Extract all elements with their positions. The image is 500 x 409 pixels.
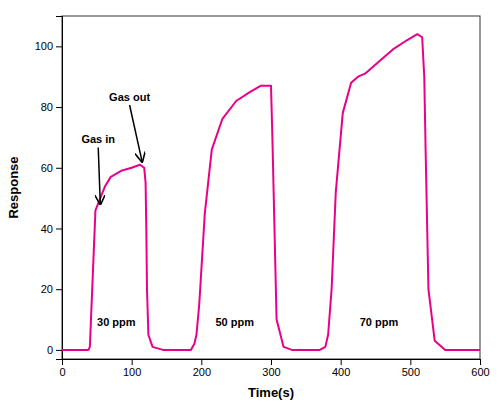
- y-tick-mark: [56, 46, 62, 47]
- y-tick-mark: [56, 228, 62, 229]
- y-tick: 100: [35, 40, 62, 52]
- y-tick: 60: [41, 162, 62, 174]
- annotation: Gas out: [109, 91, 150, 103]
- y-tick-label: 40: [41, 222, 53, 234]
- x-tick-label: 400: [332, 366, 350, 378]
- annotation: 30 ppm: [97, 316, 136, 328]
- annotation: Gas in: [81, 133, 115, 145]
- y-tick-mark: [56, 107, 62, 108]
- x-tick: 300: [262, 359, 280, 378]
- y-tick-mark: [56, 289, 62, 290]
- y-tick-label: 20: [41, 283, 53, 295]
- y-tick-mark: [56, 168, 62, 169]
- annotations: 30 ppm 50 ppm 70 ppm Gas in Gas out: [81, 91, 398, 328]
- x-tick: 400: [332, 359, 350, 378]
- y-tick-mark: [56, 350, 62, 351]
- x-tick-mark: [480, 359, 481, 365]
- y-axis-title: Response: [6, 156, 21, 218]
- annotation-arrow: [130, 105, 143, 162]
- x-tick: 0: [59, 359, 65, 378]
- x-tick-label: 300: [262, 366, 280, 378]
- y-tick-label: 80: [41, 101, 53, 113]
- x-tick-label: 0: [59, 366, 65, 378]
- x-tick-label: 600: [471, 366, 489, 378]
- chart: 0 100 200 300 400 500 600 0 20 40 60 80 100 Time(s) Re…: [0, 0, 500, 409]
- x-axis-line: [63, 360, 481, 366]
- y-axis: 0 20 40 60 80 100: [35, 17, 63, 360]
- x-tick-label: 500: [402, 366, 420, 378]
- x-tick-mark: [132, 359, 133, 365]
- x-tick-mark: [341, 359, 342, 365]
- series-line: [62, 34, 480, 350]
- annotation: 50 ppm: [216, 316, 255, 328]
- x-tick-label: 100: [123, 366, 141, 378]
- y-tick: 20: [41, 283, 62, 295]
- x-tick: 200: [193, 359, 211, 378]
- plot-area: [62, 34, 480, 350]
- x-tick: 600: [471, 359, 489, 378]
- y-tick-label: 0: [47, 344, 53, 356]
- x-axis: 0 100 200 300 400 500 600: [59, 359, 489, 378]
- annotation-arrow: [98, 147, 100, 204]
- y-tick: 40: [41, 222, 62, 234]
- x-axis-title: Time(s): [248, 385, 294, 400]
- y-tick-label: 100: [35, 40, 53, 52]
- y-tick-label: 60: [41, 162, 53, 174]
- x-tick-mark: [201, 359, 202, 365]
- y-tick: 80: [41, 101, 62, 113]
- x-tick: 100: [123, 359, 141, 378]
- plot-frame: [62, 16, 480, 359]
- x-tick: 500: [402, 359, 420, 378]
- x-tick-mark: [410, 359, 411, 365]
- x-tick-mark: [271, 359, 272, 365]
- annotation: 70 ppm: [360, 316, 399, 328]
- x-tick-label: 200: [193, 366, 211, 378]
- y-axis-line: [56, 17, 63, 360]
- y-tick: 0: [47, 344, 62, 356]
